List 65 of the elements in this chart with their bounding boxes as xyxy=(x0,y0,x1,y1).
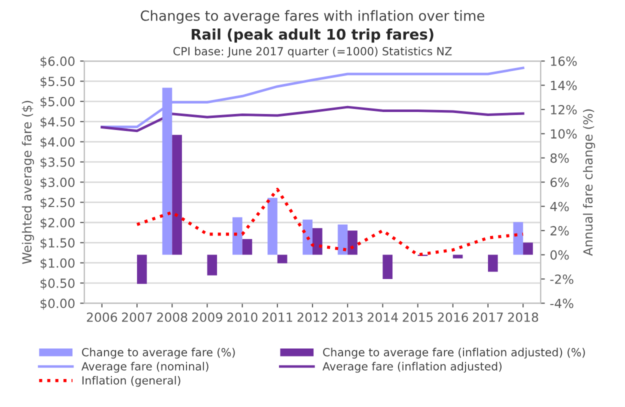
bar xyxy=(523,242,533,255)
bar xyxy=(232,217,242,255)
legend-label: Change to average fare (inflation adjusted) (%) xyxy=(323,348,585,359)
y-axis-title: Weighted average fare ($) xyxy=(22,100,34,264)
y2-tick-label: 8% xyxy=(550,153,569,163)
bar xyxy=(302,220,312,255)
x-tick-label: 2006 xyxy=(86,312,118,322)
y-tick-label: $4.50 xyxy=(40,116,75,128)
legend-label: Change to average fare (%) xyxy=(82,348,235,359)
legend-label: Average fare (nominal) xyxy=(81,362,208,373)
x-tick-label: 2018 xyxy=(508,312,538,322)
chart-subtitle: Rail (peak adult 10 trip fares) xyxy=(192,28,434,43)
line-series xyxy=(135,188,525,256)
bar xyxy=(277,254,288,264)
bar xyxy=(348,230,358,255)
y2-tick-label: 16% xyxy=(551,56,577,66)
bar xyxy=(242,239,252,255)
line-series xyxy=(100,106,524,132)
y-tick-label: $0.00 xyxy=(40,298,75,310)
bar xyxy=(172,134,182,255)
x-tick-label: 2007 xyxy=(122,312,152,322)
bar xyxy=(312,228,322,255)
x-tick-label: 2009 xyxy=(192,312,222,322)
y-tick-label: $3.50 xyxy=(40,157,75,169)
y2-tick-label: 12% xyxy=(551,104,577,114)
bar xyxy=(513,222,524,255)
y2-tick-label: 10% xyxy=(551,129,577,139)
x-tick-label: 2012 xyxy=(298,312,328,322)
y-tick-label: $3.00 xyxy=(40,177,75,189)
legend-label: Inflation (general) xyxy=(82,376,180,387)
bar xyxy=(268,198,278,255)
x-tick-label: 2017 xyxy=(472,312,503,322)
y-tick-label: $2.00 xyxy=(40,218,75,230)
y-tick-label: $2.50 xyxy=(40,198,75,209)
y-tick-label: $5.00 xyxy=(40,96,75,108)
bar xyxy=(137,254,147,284)
bar xyxy=(382,254,393,279)
x-tick-label: 2010 xyxy=(227,312,258,322)
y2-tick-label: -4% xyxy=(550,298,574,308)
y2-tick-label: 2% xyxy=(550,226,569,236)
y-tick-label: $0.50 xyxy=(40,278,75,290)
x-tick-label: 2016 xyxy=(438,312,468,322)
bar xyxy=(207,254,218,276)
bar xyxy=(338,224,348,255)
y-tick-label: $1.50 xyxy=(40,238,75,250)
y2-tick-label: 14% xyxy=(551,80,577,90)
y2-tick-label: -2% xyxy=(550,274,574,284)
y2-tick-label: 4% xyxy=(550,202,569,212)
x-tick-label: 2008 xyxy=(157,312,188,322)
bar xyxy=(488,254,498,272)
chart-title: Changes to average fares with inflation over time xyxy=(140,10,484,24)
y-tick-label: $1.00 xyxy=(40,258,75,270)
y2-tick-label: 0% xyxy=(550,250,569,260)
bar xyxy=(452,254,463,258)
x-tick-label: 2011 xyxy=(262,312,292,322)
y-tick-label: $4.00 xyxy=(40,137,75,148)
y-tick-label: $5.50 xyxy=(40,76,75,88)
y2-axis-title: Annual fare change (%) xyxy=(582,109,596,256)
y2-tick-label: 6% xyxy=(550,178,569,188)
y-tick-label: $6.00 xyxy=(40,56,75,68)
x-tick-label: 2013 xyxy=(332,312,362,322)
x-tick-label: 2014 xyxy=(368,312,398,322)
x-tick-label: 2015 xyxy=(402,312,433,322)
text: CPI base: June 2017 quarter (=1000) Statistics NZ xyxy=(173,46,452,58)
legend-label: Average fare (inflation adjusted) xyxy=(322,362,502,373)
